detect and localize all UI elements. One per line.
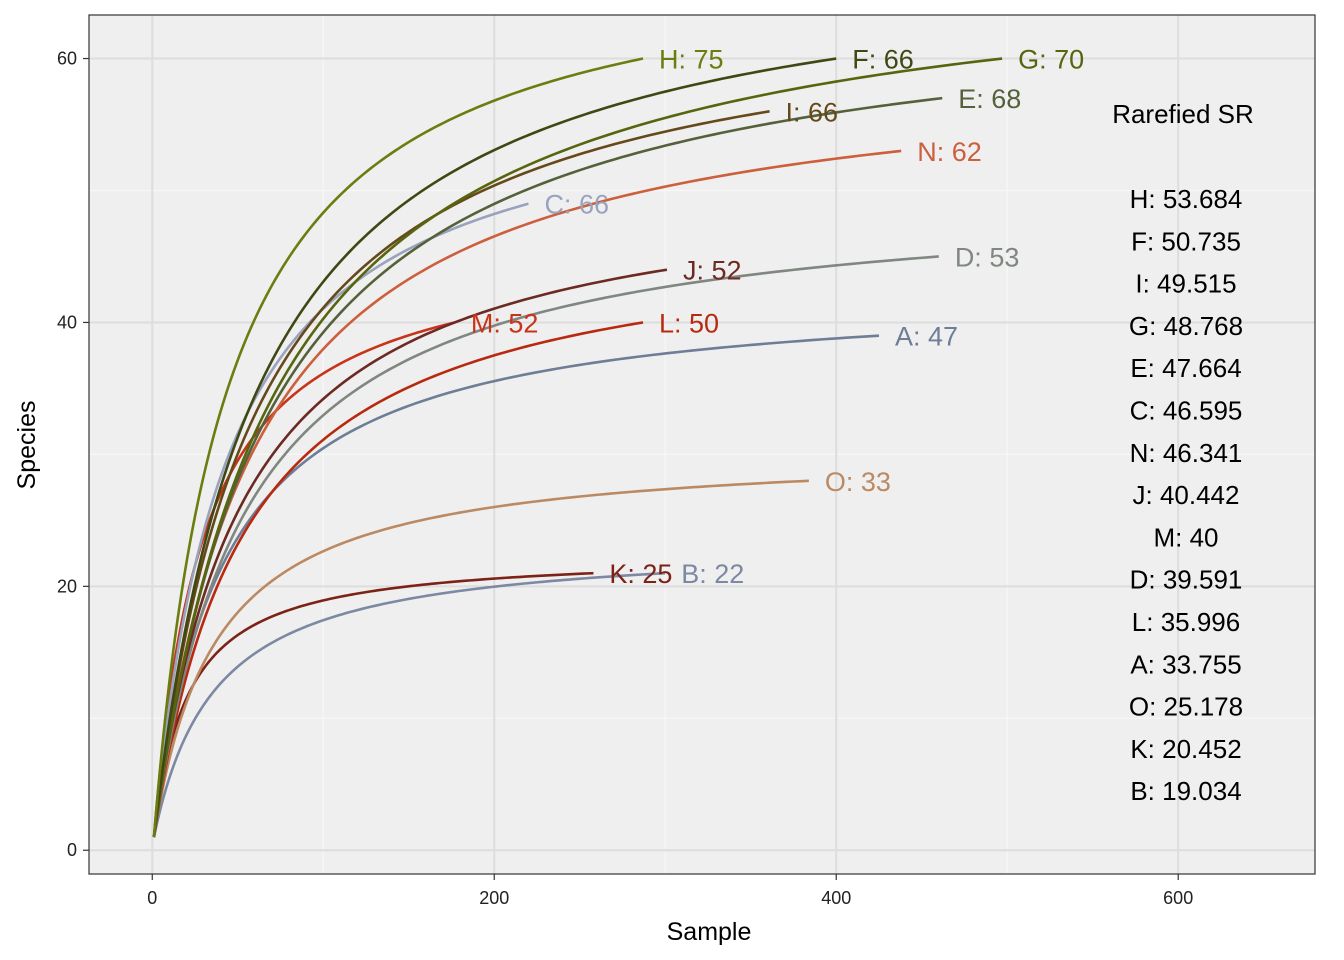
series-label-D: D: 53 xyxy=(955,242,1020,272)
x-tick-label: 600 xyxy=(1163,888,1193,908)
x-axis-title: Sample xyxy=(667,918,752,946)
x-tick-label: 200 xyxy=(479,888,509,908)
x-tick-label: 0 xyxy=(147,888,157,908)
legend-entry: K: 20.452 xyxy=(1130,734,1241,764)
series-label-J: J: 52 xyxy=(683,256,742,286)
legend-entry: D: 39.591 xyxy=(1130,565,1243,595)
series-labels: H: 75 F: 66 G: 70 E: 68 I: 66 N: 62 C: 66 J: 52… xyxy=(471,45,1084,590)
rarefied-sr-legend: Rarefied SR H: 53.684 F: 50.735 I: 49.515 G… xyxy=(1112,99,1254,806)
series-label-A: A: 47 xyxy=(895,322,958,352)
series-label-K: K: 25 xyxy=(609,559,672,589)
legend-entry: F: 50.735 xyxy=(1131,226,1241,256)
series-label-O: O: 33 xyxy=(825,467,891,497)
legend-entry: E: 47.664 xyxy=(1130,353,1241,383)
series-line-L xyxy=(152,321,644,838)
series-label-G: G: 70 xyxy=(1018,45,1084,75)
series-line-F xyxy=(152,57,837,838)
legend-entry: N: 46.341 xyxy=(1130,438,1243,468)
x-axis-ticks: 0 200 400 600 xyxy=(147,874,1193,908)
plot-border xyxy=(88,14,1316,875)
series-label-C: C: 66 xyxy=(544,190,609,220)
legend-entry: G: 48.768 xyxy=(1129,311,1243,341)
legend-entry: O: 25.178 xyxy=(1129,692,1243,722)
series-label-E: E: 68 xyxy=(958,84,1021,114)
series-line-H xyxy=(152,57,644,838)
series-label-I: I: 66 xyxy=(786,97,839,127)
y-tick-label: 20 xyxy=(57,576,77,596)
series-line-D xyxy=(152,255,939,838)
legend-title: Rarefied SR xyxy=(1112,99,1254,129)
legend-entry: C: 46.595 xyxy=(1130,396,1243,426)
series-label-M: M: 52 xyxy=(471,308,539,338)
series-label-F: F: 66 xyxy=(852,45,914,75)
series-label-N: N: 62 xyxy=(917,137,982,167)
series-line-O xyxy=(152,479,809,838)
legend-entry: A: 33.755 xyxy=(1130,649,1241,679)
legend-entry: B: 19.034 xyxy=(1130,776,1241,806)
y-tick-label: 0 xyxy=(67,840,77,860)
minor-gridlines xyxy=(89,15,1315,874)
x-tick-label: 400 xyxy=(821,888,851,908)
series-lines xyxy=(152,57,1003,838)
y-axis-title: Species xyxy=(13,401,41,490)
series-label-H: H: 75 xyxy=(659,45,724,75)
legend-entry: M: 40 xyxy=(1153,522,1218,552)
y-tick-label: 60 xyxy=(57,49,77,69)
legend-entry: H: 53.684 xyxy=(1130,184,1243,214)
legend-entry: L: 35.996 xyxy=(1132,607,1240,637)
series-label-B: B: 22 xyxy=(681,559,744,589)
legend-entry: J: 40.442 xyxy=(1133,480,1240,510)
y-tick-label: 40 xyxy=(57,312,77,332)
series-line-B xyxy=(152,571,666,838)
series-line-K xyxy=(152,571,594,838)
y-axis-ticks: 0 20 40 60 xyxy=(57,49,89,860)
series-label-L: L: 50 xyxy=(659,308,719,338)
series-line-I xyxy=(152,110,770,838)
legend-entry: I: 49.515 xyxy=(1135,269,1236,299)
series-line-G xyxy=(152,57,1003,838)
